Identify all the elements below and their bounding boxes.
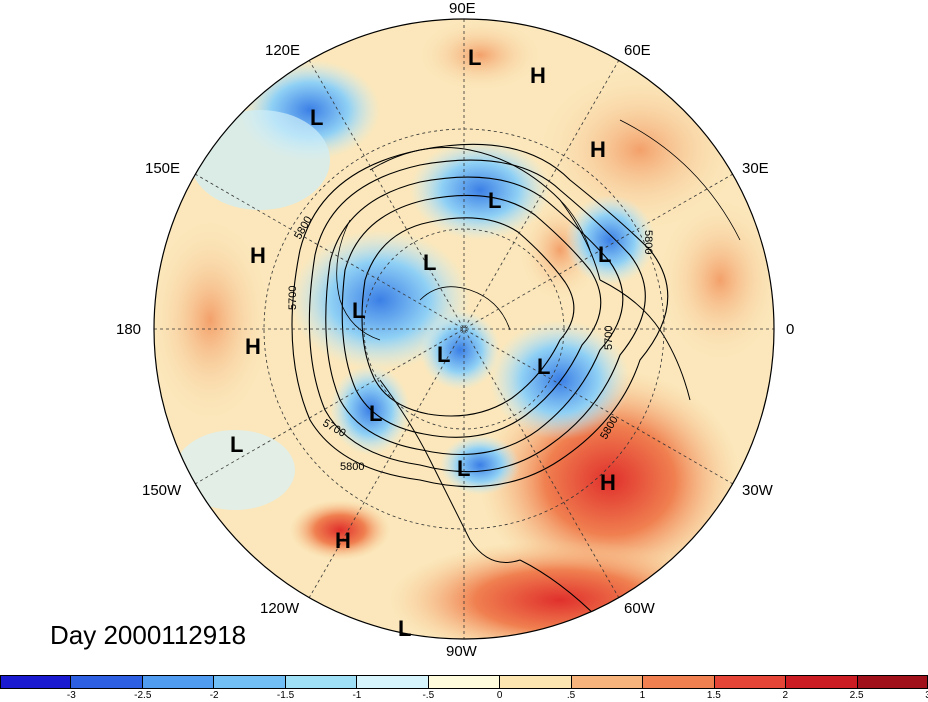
colorbar-cell <box>643 675 715 689</box>
colorbar-tick-label: -3 <box>66 690 76 701</box>
colorbar-tick-label: 1.5 <box>706 690 721 701</box>
height-contours <box>291 143 669 488</box>
lon-label-150e: 150E <box>145 160 181 177</box>
low-pressure-marker: L <box>398 616 412 641</box>
high-pressure-marker: H <box>590 137 606 162</box>
low-pressure-marker: L <box>230 432 244 457</box>
low-pressure-marker: L <box>457 456 471 481</box>
colorbar-tick-label: 2 <box>782 690 788 701</box>
high-pressure-marker: H <box>600 470 616 495</box>
colorbar-cell <box>71 675 143 689</box>
high-pressure-marker: H <box>245 334 261 359</box>
date-label: Day 2000112918 <box>50 620 247 650</box>
colorbar-tick-label: 3 <box>925 690 928 701</box>
low-pressure-marker: L <box>423 250 437 275</box>
low-pressure-marker: L <box>537 354 551 379</box>
high-pressure-marker: H <box>335 528 351 553</box>
colorbar-cell <box>500 675 572 689</box>
contour-label: 5800 <box>340 461 364 473</box>
lon-label-90e: 90E <box>449 0 476 17</box>
colorbar-tick-label: 0 <box>496 690 503 701</box>
colorbar-labels: -3 -2.5 -2 -1.5 -1 -.5 0 .5 1 1.5 2 2.5 3 <box>0 690 928 702</box>
lon-label-90w: 90W <box>446 643 477 660</box>
colorbar-cell <box>786 675 858 689</box>
colorbar-tick-label: 2.5 <box>849 690 864 701</box>
low-pressure-marker: L <box>369 401 383 426</box>
low-pressure-marker: L <box>437 342 451 367</box>
lon-label-180: 180 <box>116 321 142 338</box>
colorbar-cell <box>714 675 787 689</box>
colorbar-cell <box>857 675 928 689</box>
low-pressure-marker: L <box>598 242 612 267</box>
graticule <box>154 19 774 639</box>
low-pressure-marker: L <box>310 105 324 130</box>
colorbar-tick-label: .5 <box>566 690 576 701</box>
colorbar-tick-label: -1.5 <box>276 690 295 701</box>
lon-label-150w: 150W <box>142 482 182 499</box>
anomaly-field <box>154 19 774 639</box>
low-pressure-marker: L <box>352 298 366 323</box>
colorbar-cell <box>285 675 358 689</box>
colorbar-cell <box>357 675 429 689</box>
low-pressure-marker: L <box>488 188 502 213</box>
lon-label-0: 0 <box>786 321 795 338</box>
map-boundary <box>153 18 775 640</box>
colorbar-cell <box>0 675 72 689</box>
contour-label: 5700 <box>603 326 615 350</box>
lon-label-60w: 60W <box>624 600 655 617</box>
contour-label: 5700 <box>287 286 299 310</box>
high-pressure-marker: H <box>250 243 266 268</box>
contour-label: 5800 <box>642 230 654 254</box>
colorbar-tick-label: -1 <box>352 690 362 701</box>
lon-label-30e: 30E <box>742 160 769 177</box>
colorbar-tick-label: -2.5 <box>134 690 152 701</box>
lon-label-120w: 120W <box>260 600 300 617</box>
colorbar-cell <box>571 675 644 689</box>
high-pressure-marker: H <box>530 63 546 88</box>
colorbar-tick-label: -2 <box>209 690 219 701</box>
low-pressure-marker: L <box>468 45 482 70</box>
lon-label-60e: 60E <box>624 42 651 59</box>
colorbar-cell <box>214 675 286 689</box>
lon-label-30w: 30W <box>742 482 773 499</box>
colorbar <box>0 675 928 689</box>
colorbar-tick-label: 1 <box>639 690 646 701</box>
colorbar-cell <box>428 675 501 689</box>
colorbar-tick-label: -.5 <box>422 690 435 701</box>
colorbar-cell <box>142 675 215 689</box>
lon-label-120e: 120E <box>265 42 301 59</box>
